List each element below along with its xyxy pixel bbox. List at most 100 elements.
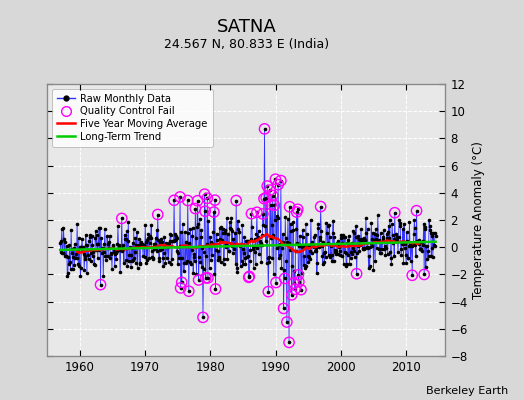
Point [100, 249, 108, 255]
Point [335, 252, 344, 258]
Point [170, 197, 178, 204]
Point [177, 285, 185, 291]
Point [245, 273, 254, 280]
Point [320, 258, 329, 265]
Point [395, 216, 403, 223]
Point [195, 216, 204, 222]
Point [85, 232, 94, 238]
Point [203, 195, 212, 202]
Point [258, 232, 267, 238]
Point [370, 237, 378, 244]
Point [162, 242, 170, 249]
Point [310, 234, 318, 240]
Point [297, 286, 305, 293]
Point [397, 252, 406, 258]
Point [392, 230, 400, 237]
Point [378, 246, 386, 252]
Point [161, 242, 169, 248]
Point [298, 244, 306, 250]
Point [90, 262, 99, 269]
Point [347, 248, 355, 255]
Point [61, 239, 69, 246]
Point [423, 256, 432, 262]
Point [106, 232, 114, 239]
Point [309, 244, 318, 250]
Text: SATNA: SATNA [216, 18, 276, 36]
Point [420, 271, 428, 278]
Point [308, 239, 316, 245]
Point [274, 182, 282, 188]
Point [254, 234, 262, 240]
Point [418, 238, 427, 244]
Point [151, 241, 159, 248]
Point [410, 216, 419, 223]
Point [424, 248, 432, 255]
Point [238, 246, 247, 252]
Point [375, 237, 383, 243]
Point [207, 256, 215, 263]
Point [141, 239, 150, 246]
Point [359, 246, 367, 252]
Point [313, 269, 321, 276]
Point [255, 238, 264, 244]
Point [66, 259, 74, 265]
Point [240, 234, 248, 240]
Point [264, 288, 272, 295]
Point [385, 234, 394, 241]
Point [241, 255, 249, 261]
Point [405, 243, 413, 250]
Point [311, 248, 320, 254]
Point [331, 249, 339, 255]
Point [117, 215, 126, 222]
Point [410, 230, 418, 237]
Point [234, 218, 242, 224]
Point [232, 261, 240, 267]
Point [354, 233, 362, 240]
Point [139, 242, 148, 248]
Point [383, 235, 391, 242]
Point [294, 278, 303, 285]
Point [394, 249, 402, 256]
Point [425, 217, 433, 224]
Point [406, 258, 414, 264]
Point [353, 270, 361, 277]
Point [127, 264, 135, 270]
Point [83, 270, 91, 276]
Point [205, 265, 214, 271]
Point [130, 249, 139, 256]
Point [347, 240, 356, 246]
Point [95, 225, 103, 231]
Point [192, 271, 201, 278]
Point [373, 245, 381, 251]
Point [82, 242, 91, 248]
Point [130, 255, 138, 261]
Point [417, 239, 425, 246]
Point [115, 242, 123, 249]
Point [210, 209, 218, 215]
Point [391, 238, 400, 244]
Point [335, 244, 343, 250]
Point [85, 238, 93, 244]
Point [110, 246, 118, 252]
Point [275, 242, 283, 248]
Point [295, 243, 303, 249]
Point [136, 261, 145, 268]
Point [233, 265, 241, 271]
Point [165, 240, 173, 246]
Point [327, 243, 335, 250]
Point [171, 230, 179, 237]
Point [165, 258, 173, 265]
Point [69, 254, 78, 260]
Point [230, 246, 238, 252]
Point [287, 228, 296, 234]
Point [307, 217, 315, 224]
Point [108, 242, 117, 248]
Point [142, 260, 150, 266]
Point [289, 219, 298, 225]
Point [59, 225, 68, 232]
Point [341, 234, 350, 240]
Point [383, 230, 391, 237]
Point [224, 231, 232, 238]
Point [279, 305, 288, 312]
Point [280, 275, 289, 282]
